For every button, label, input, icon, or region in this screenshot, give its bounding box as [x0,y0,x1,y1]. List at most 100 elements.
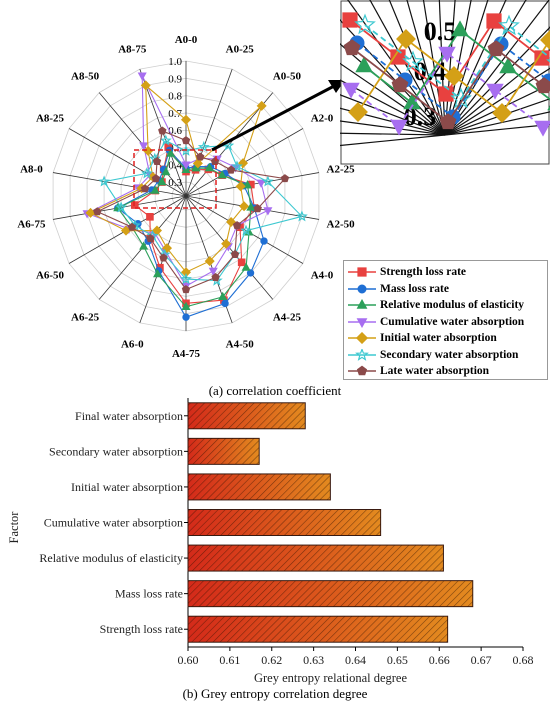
radar-point [237,258,246,267]
caption-b: (b) Grey entropy correlation degree [182,686,368,701]
legend-label: Cumulative water absorption [380,315,525,328]
radar-point [141,167,153,179]
radar-point [221,238,232,249]
zoom-arrow [211,82,339,152]
radar-category-label: A2-0 [311,113,334,125]
caption-a: (a) correlation coefficient [208,383,342,398]
inset-point [439,113,457,130]
inset-point [535,77,550,94]
inset-point [391,76,409,93]
legend-marker [357,284,367,294]
radar-point [159,253,168,262]
inset-point [499,57,517,74]
radar-point [98,175,110,187]
bar-category-label: Cumulative water absorption [44,516,183,530]
inset-point [396,29,416,49]
legend-symbol [348,284,376,294]
inset-point [487,40,505,57]
inset-point [342,12,358,28]
radar-category-label: A4-0 [311,270,334,282]
radar-category-label: A6-0 [121,339,144,351]
inset-point [390,49,406,65]
radar-point [263,207,273,216]
radar-category-label: A8-25 [36,113,65,125]
legend-item: Strength loss rate [348,264,543,281]
legend-marker [356,365,368,376]
radar-point [161,166,171,176]
inset-spoke [444,98,550,136]
inset-spoke [444,123,550,136]
inset-spoke [340,62,446,136]
radar-legend: Strength loss rate Mass loss rate Relative… [343,260,548,380]
radar-spoke [68,128,187,197]
bar-hatch-overlay [188,545,444,572]
legend-symbol [348,348,376,361]
radar-point [140,184,150,193]
bar-x-axis-label: Grey entropy relational degree [254,671,408,685]
radar-point [246,202,256,211]
radar-point [204,162,214,172]
bar-hatch-overlay [188,402,306,429]
inset-series [348,29,550,123]
bar-x-tick-label: 0.61 [219,653,240,667]
inset-point [451,20,469,37]
radar-point [296,210,308,222]
radar-point [146,234,155,243]
bar-category-label: Final water absorption [75,409,183,423]
inset-spoke [444,83,550,136]
radar-category-label: A0-0 [175,34,198,46]
radar-category-label: A0-25 [226,44,255,56]
inset-spoke [388,0,446,136]
radar-tick-label: 0.3 [168,177,182,189]
legend-marker [356,299,368,310]
bar-hatch-overlay [188,616,448,643]
inset-spoke [444,67,550,136]
radar-point [262,175,274,187]
inset-spoke [444,111,550,136]
inset-spoke [340,134,446,147]
bar-hatch-overlay [188,509,381,536]
radar-category-label: A2-25 [327,164,356,176]
bar-x-tick-label: 0.66 [429,653,450,667]
inset-point [390,119,408,136]
radar-category-label: A4-75 [172,348,201,360]
inset-point [486,83,504,100]
radar-point [140,80,151,91]
inset-point [438,46,456,63]
radar-point [217,170,227,179]
radar-category-label: A6-25 [71,311,100,323]
radar-point [162,243,173,254]
radar-point [93,207,102,216]
legend-marker [355,332,369,345]
legend-item: Cumulative water absorption [348,314,543,331]
radar-tick-label: 0.6 [168,125,182,137]
legend-label: Late water absorption [380,365,490,378]
radar-tick-label: 1.0 [168,56,182,68]
radar-point [235,181,246,192]
radar-category-label: A8-75 [118,44,147,56]
radar-point [241,262,251,271]
radar-point [182,313,190,321]
radar-point [256,100,267,111]
radar-point [221,299,229,308]
legend-label: Secondary water absorption [380,348,519,361]
bar-category-label: Relative modulus of elasticity [39,551,183,565]
radar-point [197,140,210,153]
radar-point [246,269,255,277]
inset-point [492,103,512,123]
bar-x-tick-label: 0.63 [303,653,324,667]
legend-item: Relative modulus of elasticity [348,297,543,314]
radar-point [260,237,268,245]
radar-spoke [52,172,187,197]
legend-symbol [348,299,376,310]
zoom-inset: 0.50.40.3 [340,0,550,165]
radar-spoke [185,69,233,197]
legend-marker [356,317,368,328]
radar-point [157,177,167,186]
radar-point [158,126,167,135]
radar-tick-label: 0.7 [168,108,182,120]
inset-frame [340,0,550,165]
zoom-box [133,149,217,209]
legend-item: Secondary water absorption [348,347,543,364]
inset-spoke [340,132,446,136]
